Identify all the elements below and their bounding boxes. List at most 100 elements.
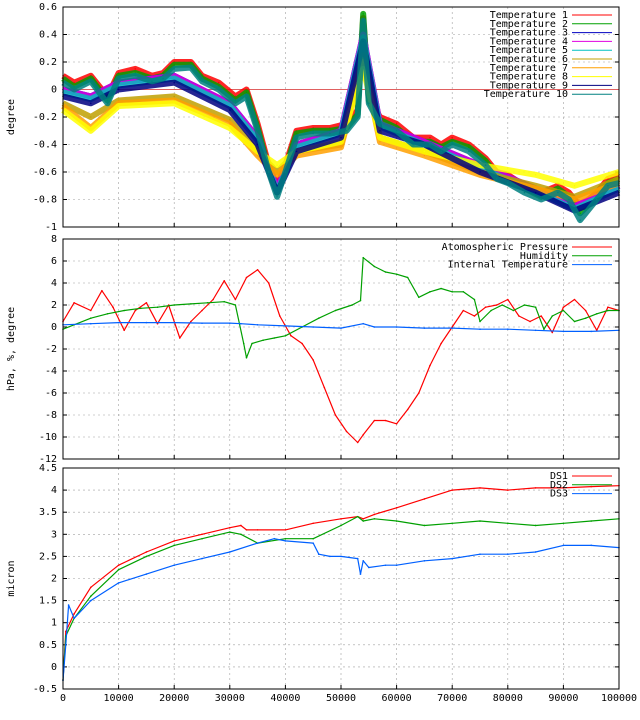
panel-2-data-point [206,302,209,304]
panel-1-legend-label: Temperature 6 [490,54,568,65]
panel-2-data-point [334,309,337,312]
panel-2-data-point [242,342,245,345]
panel-1-data-point [451,143,454,146]
panel-2-data-point [451,327,454,329]
panel-2-data-point [106,313,109,315]
panel-3-data-point [373,513,376,516]
panel-1-legend-label: Temperature 1 [490,10,568,21]
panel-1-data-point [573,198,576,201]
panel-1-data-point [534,191,537,194]
panel-2-data-point [573,298,576,301]
panel-2-data-point [362,322,365,325]
panel-2-data-point [534,306,537,309]
panel-3-ytick-label: 3.5 [39,507,57,518]
panel-1-data-point [395,123,398,125]
panel-2-data-point [340,327,342,329]
panel-1-data-point [276,164,278,166]
panel-1-data-point [173,102,175,105]
panel-2-data-point [573,320,576,323]
panel-2-data-point [395,326,398,328]
panel-3-ytick-label: 0 [51,662,57,673]
panel-3-data-point [90,586,92,589]
panel-2-data-point [395,273,398,276]
panel-3-data-point [368,566,370,569]
panel-3-data-point [356,515,359,518]
panel-3-data-point [395,520,398,522]
panel-2-data-point [607,309,609,312]
panel-1-ytick-label: -0.4 [33,140,57,151]
panel-2-data-point [145,321,148,324]
panel-1-data-point [468,146,470,149]
panel-1-data-point [284,171,287,173]
panel-3-data-point [590,485,592,488]
panel-3-ytick-label: 2.5 [39,551,57,562]
panel-1-data-point [276,195,278,198]
panel-1-ytick-label: -0.8 [33,195,57,206]
panel-1-data-point [479,164,481,166]
panel-1-data-point [295,136,298,139]
panel-1-data-point [340,140,342,143]
panel-2-legend-label: Internal Temperature [448,260,568,271]
panel-3-xtick-label: 10000 [104,693,134,704]
panel-1-data-point [368,102,370,105]
panel-2-data-point [173,304,175,306]
panel-2-data-point [473,298,476,301]
panel-2-data-point [384,271,387,273]
panel-1-data-point [379,140,381,143]
panel-3-legend-label: DS1 [550,471,568,482]
panel-2-data-point [406,408,409,411]
panel-2-data-point [145,302,148,304]
panel-3-data-point [229,551,231,553]
panel-1-data-point [295,132,298,135]
panel-3-series-line [62,516,620,681]
panel-3-xtick-label: 90000 [548,693,578,704]
panel-2-data-point [90,317,92,320]
panel-3-data-point [117,568,120,571]
panel-1-data-point [479,171,481,173]
panel-1-data-point [90,116,92,118]
panel-1-data-point [340,146,342,149]
panel-2-data-point [473,315,476,317]
panel-2-ytick-label: 4 [51,278,57,289]
panel-1-data-point [217,88,220,91]
panel-1-ytick-label: -1 [45,222,57,233]
panel-3-data-point [534,524,537,527]
panel-3-data-point [173,544,175,547]
panel-3-data-point [284,529,287,531]
panel-1-legend-label: Temperature 10 [484,89,568,100]
panel-1-data-point [173,95,175,98]
panel-2-data-point [351,304,353,306]
panel-3-data-point [562,544,565,547]
panel-2-data-point [507,328,509,331]
panel-3-data-point [145,573,148,575]
panel-3-data-point [67,604,70,606]
panel-2-data-point [284,335,287,337]
panel-1-data-point [423,154,426,157]
panel-1-data-point [190,66,192,69]
panel-2-data-point [156,306,159,309]
panel-3-xtick-label: 30000 [215,693,245,704]
panel-1-data-point [90,80,92,83]
panel-1-data-point [523,191,526,194]
panel-2-legend-label: Atomospheric Pressure [442,242,568,253]
panel-1-data-point [595,198,598,201]
panel-1-data-point [106,102,109,105]
panel-2-data-point [223,280,226,282]
panel-2-data-point [562,309,565,312]
panel-1-data-point [429,143,431,146]
panel-2-data-point [345,430,348,433]
panel-1-data-point [295,150,298,153]
panel-2-data-point [290,335,292,337]
panel-2-data-point [562,330,565,333]
panel-2-data-point [518,315,520,317]
panel-2-ytick-label: 6 [51,256,57,267]
panel-1-data-point [573,184,576,187]
panel-2-ytick-label: -8 [45,410,57,421]
panel-1-data-point [117,77,120,80]
panel-2-data-point [134,309,137,312]
panel-1-data-point [229,123,231,125]
panel-2-data-point [440,342,442,345]
panel-3-data-point [73,617,75,620]
panel-2-data-point [273,337,276,339]
panel-2-data-point [540,315,542,317]
